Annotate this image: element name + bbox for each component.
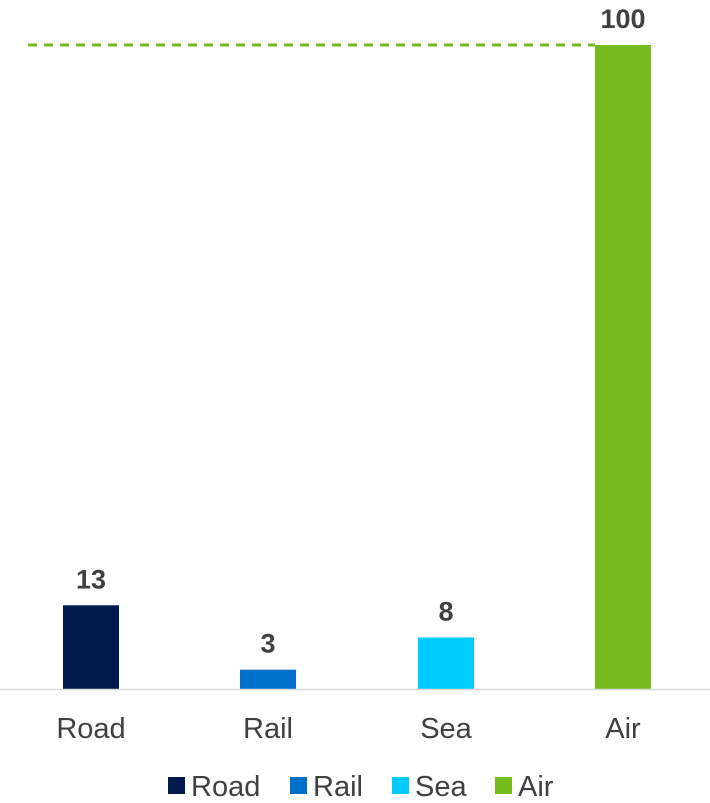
bar-sea	[418, 637, 474, 689]
value-labels-layer: 13 3 8 100	[76, 4, 646, 659]
bars-layer	[63, 45, 651, 689]
bar-road	[63, 605, 119, 689]
category-labels-layer: Road Rail Sea Air	[56, 713, 641, 745]
legend-swatch-rail	[290, 777, 307, 794]
value-label-rail: 3	[260, 629, 275, 659]
legend-swatch-sea	[392, 777, 409, 794]
legend-item-air: Air	[495, 771, 554, 803]
bar-rail	[240, 669, 296, 689]
value-label-air: 100	[600, 4, 645, 34]
bar-air	[595, 45, 651, 689]
category-label-sea: Sea	[420, 713, 472, 745]
legend-label-rail: Rail	[313, 771, 363, 803]
value-label-sea: 8	[438, 596, 453, 626]
legend-label-sea: Sea	[415, 771, 467, 803]
legend: Road Rail Sea Air	[168, 771, 554, 803]
value-label-road: 13	[76, 564, 106, 594]
legend-swatch-road	[168, 777, 185, 794]
legend-item-sea: Sea	[392, 771, 467, 803]
legend-item-rail: Rail	[290, 771, 363, 803]
category-label-road: Road	[56, 713, 125, 745]
legend-label-air: Air	[518, 771, 554, 803]
legend-item-road: Road	[168, 771, 260, 803]
category-label-rail: Rail	[243, 713, 293, 745]
legend-label-road: Road	[191, 771, 260, 803]
legend-swatch-air	[495, 777, 512, 794]
category-label-air: Air	[605, 713, 641, 745]
